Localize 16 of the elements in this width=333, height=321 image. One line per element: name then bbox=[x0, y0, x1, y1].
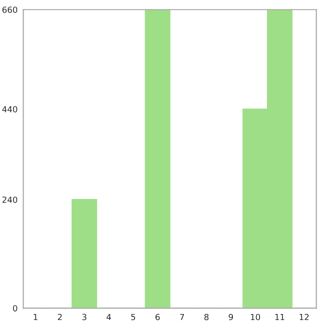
x-tick-label: 2 bbox=[58, 314, 62, 320]
x-tick-label: 7 bbox=[180, 314, 184, 320]
x-tick-label: 5 bbox=[131, 314, 136, 320]
x-tick-label: 9 bbox=[228, 314, 233, 320]
x-tick-label: 8 bbox=[204, 314, 209, 320]
y-tick-label: 240 bbox=[2, 196, 18, 203]
x-tick-label: 6 bbox=[156, 314, 160, 320]
x-tick-label: 11 bbox=[275, 314, 284, 320]
y-tick-label: 440 bbox=[2, 106, 18, 112]
y-tick-label: 0 bbox=[13, 305, 18, 312]
x-tick-label: 4 bbox=[106, 314, 111, 320]
x-tick-label: 10 bbox=[250, 314, 260, 320]
x-tick-label: 3 bbox=[82, 314, 86, 320]
y-tick-label: 660 bbox=[2, 6, 18, 13]
x-tick-label: 12 bbox=[300, 314, 309, 320]
x-tick-label: 1 bbox=[34, 314, 38, 320]
